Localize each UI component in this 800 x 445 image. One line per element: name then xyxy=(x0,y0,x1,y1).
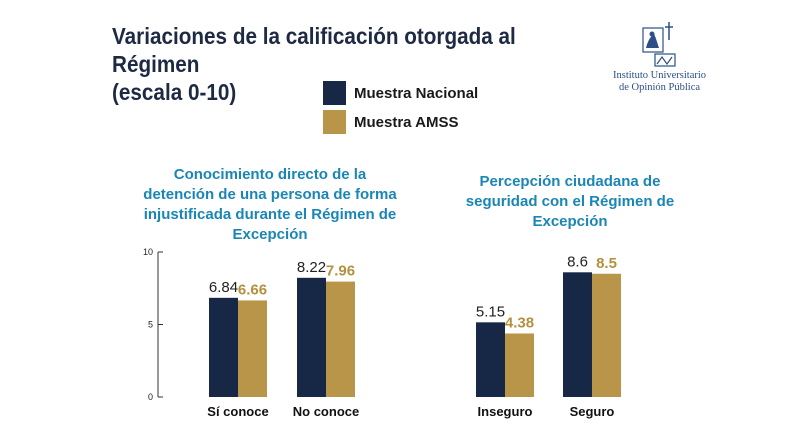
legend-swatch-nacional xyxy=(323,81,346,105)
data-label: 4.38 xyxy=(505,314,534,331)
institute-name: Instituto Universitario de Opinión Públi… xyxy=(612,70,707,94)
institute-name-line-2: de Opinión Pública xyxy=(618,82,701,93)
data-label: 7.96 xyxy=(326,263,355,280)
x-category-label: Inseguro xyxy=(478,404,533,419)
data-label: 8.5 xyxy=(596,255,617,272)
panel-title-conocimiento-line-2: detención de una persona de forma xyxy=(143,186,397,203)
x-category-label: No conoce xyxy=(293,404,359,419)
bar xyxy=(505,333,534,397)
bar xyxy=(592,273,621,397)
y-tick-label: 10 xyxy=(143,247,153,257)
legend-label-nacional: Muestra Nacional xyxy=(354,84,479,102)
panel-title-conocimiento-line-1: Conocimiento directo de la xyxy=(173,166,367,183)
panel-title-conocimiento-line-3: injustificada durante el Régimen de xyxy=(143,206,397,223)
institute-name-line-1: Instituto Universitario xyxy=(612,70,707,81)
data-label: 8.6 xyxy=(567,253,588,270)
title-line-2: (escala 0-10) xyxy=(112,79,237,105)
x-category-label: Sí conoce xyxy=(207,404,268,419)
bar xyxy=(326,281,355,397)
data-label: 6.66 xyxy=(238,281,267,298)
panel-title-percepcion-line-3: Excepción xyxy=(532,213,608,230)
x-category-label: Seguro xyxy=(570,404,615,419)
legend-item-amss: Muestra AMSS xyxy=(323,109,478,135)
legend-swatch-amss xyxy=(323,110,346,134)
data-label: 6.84 xyxy=(209,279,238,296)
title-line-1: Variaciones de la calificación otorgada … xyxy=(112,23,516,77)
chart-legend: Muestra Nacional Muestra AMSS xyxy=(323,80,478,138)
panel-title-percepcion: Percepción ciudadana de seguridad con el… xyxy=(440,172,700,232)
bar xyxy=(476,322,505,397)
bar xyxy=(563,272,592,397)
panel-title-percepcion-line-2: seguridad con el Régimen de xyxy=(465,193,675,210)
panel-title-conocimiento-line-4: Excepción xyxy=(232,226,308,243)
panel-title-percepcion-line-1: Percepción ciudadana de xyxy=(479,173,661,190)
bar xyxy=(238,300,267,397)
y-tick-label: 0 xyxy=(148,392,153,402)
y-tick-label: 5 xyxy=(148,320,153,330)
panel-title-conocimiento: Conocimiento directo de la detención de … xyxy=(120,165,420,245)
bar xyxy=(209,297,238,397)
data-label: 5.15 xyxy=(476,303,505,320)
bar xyxy=(297,277,326,397)
data-label: 8.22 xyxy=(297,259,326,276)
legend-item-nacional: Muestra Nacional xyxy=(323,80,478,106)
chart-title: Variaciones de la calificación otorgada … xyxy=(112,22,562,106)
institute-logo-icon xyxy=(642,22,676,67)
legend-label-amss: Muestra AMSS xyxy=(354,113,459,131)
